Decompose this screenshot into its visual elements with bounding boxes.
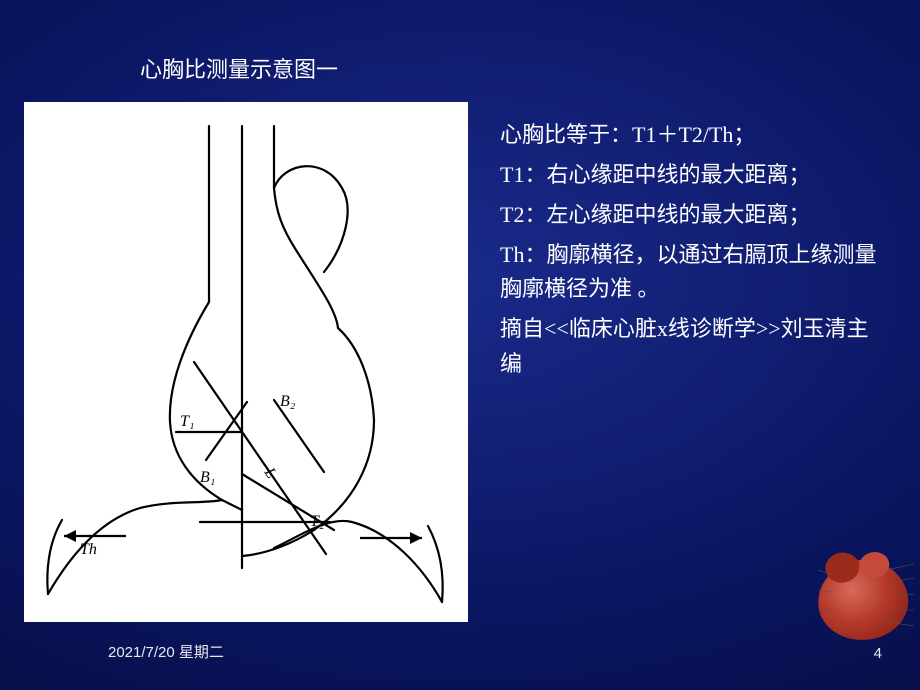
explanation-text: 心胸比等于：T1＋T2/Th； T1：右心缘距中线的最大距离； T2：左心缘距中…: [500, 118, 880, 387]
path-trachea_right: [274, 126, 338, 328]
path-long_axis_L: [194, 362, 326, 554]
footer-date: 2021/7/20 星期二: [108, 641, 224, 662]
th-definition: Th：胸廓横径，以通过右膈顶上缘测量胸廓横径为准 。: [500, 238, 880, 306]
citation-line: 摘自<<临床心脏x线诊断学>>刘玉清主编: [500, 312, 880, 380]
slide-title: 心胸比测量示意图一: [140, 52, 338, 84]
diagram-container: Th T₁ T₂ B₁ B₂ L: [24, 102, 468, 622]
t2-definition: T2：左心缘距中线的最大距离；: [500, 198, 880, 232]
label-T1: T₁: [180, 413, 194, 430]
label-B1: B₁: [200, 469, 215, 486]
label-L: L: [260, 464, 280, 482]
label-B2: B₂: [280, 393, 296, 410]
path-aortic_knob: [274, 166, 348, 272]
formula-line: 心胸比等于：T1＋T2/Th；: [500, 118, 880, 152]
cardiothoracic-diagram: Th T₁ T₂ B₁ B₂ L: [24, 102, 468, 622]
path-right_hemidiaphragm: [48, 500, 222, 594]
arrow-head-th_right: [410, 532, 422, 544]
page-number: 4: [874, 645, 882, 662]
t1-definition: T1：右心缘距中线的最大距离；: [500, 158, 880, 192]
label-Th: Th: [80, 541, 97, 558]
arrow-head-th_left: [64, 530, 76, 542]
label-T2: T₂: [310, 513, 325, 530]
heart-icon: [813, 554, 913, 646]
path-B2_line: [274, 400, 324, 472]
path-left_hemidiaphragm: [274, 521, 442, 602]
